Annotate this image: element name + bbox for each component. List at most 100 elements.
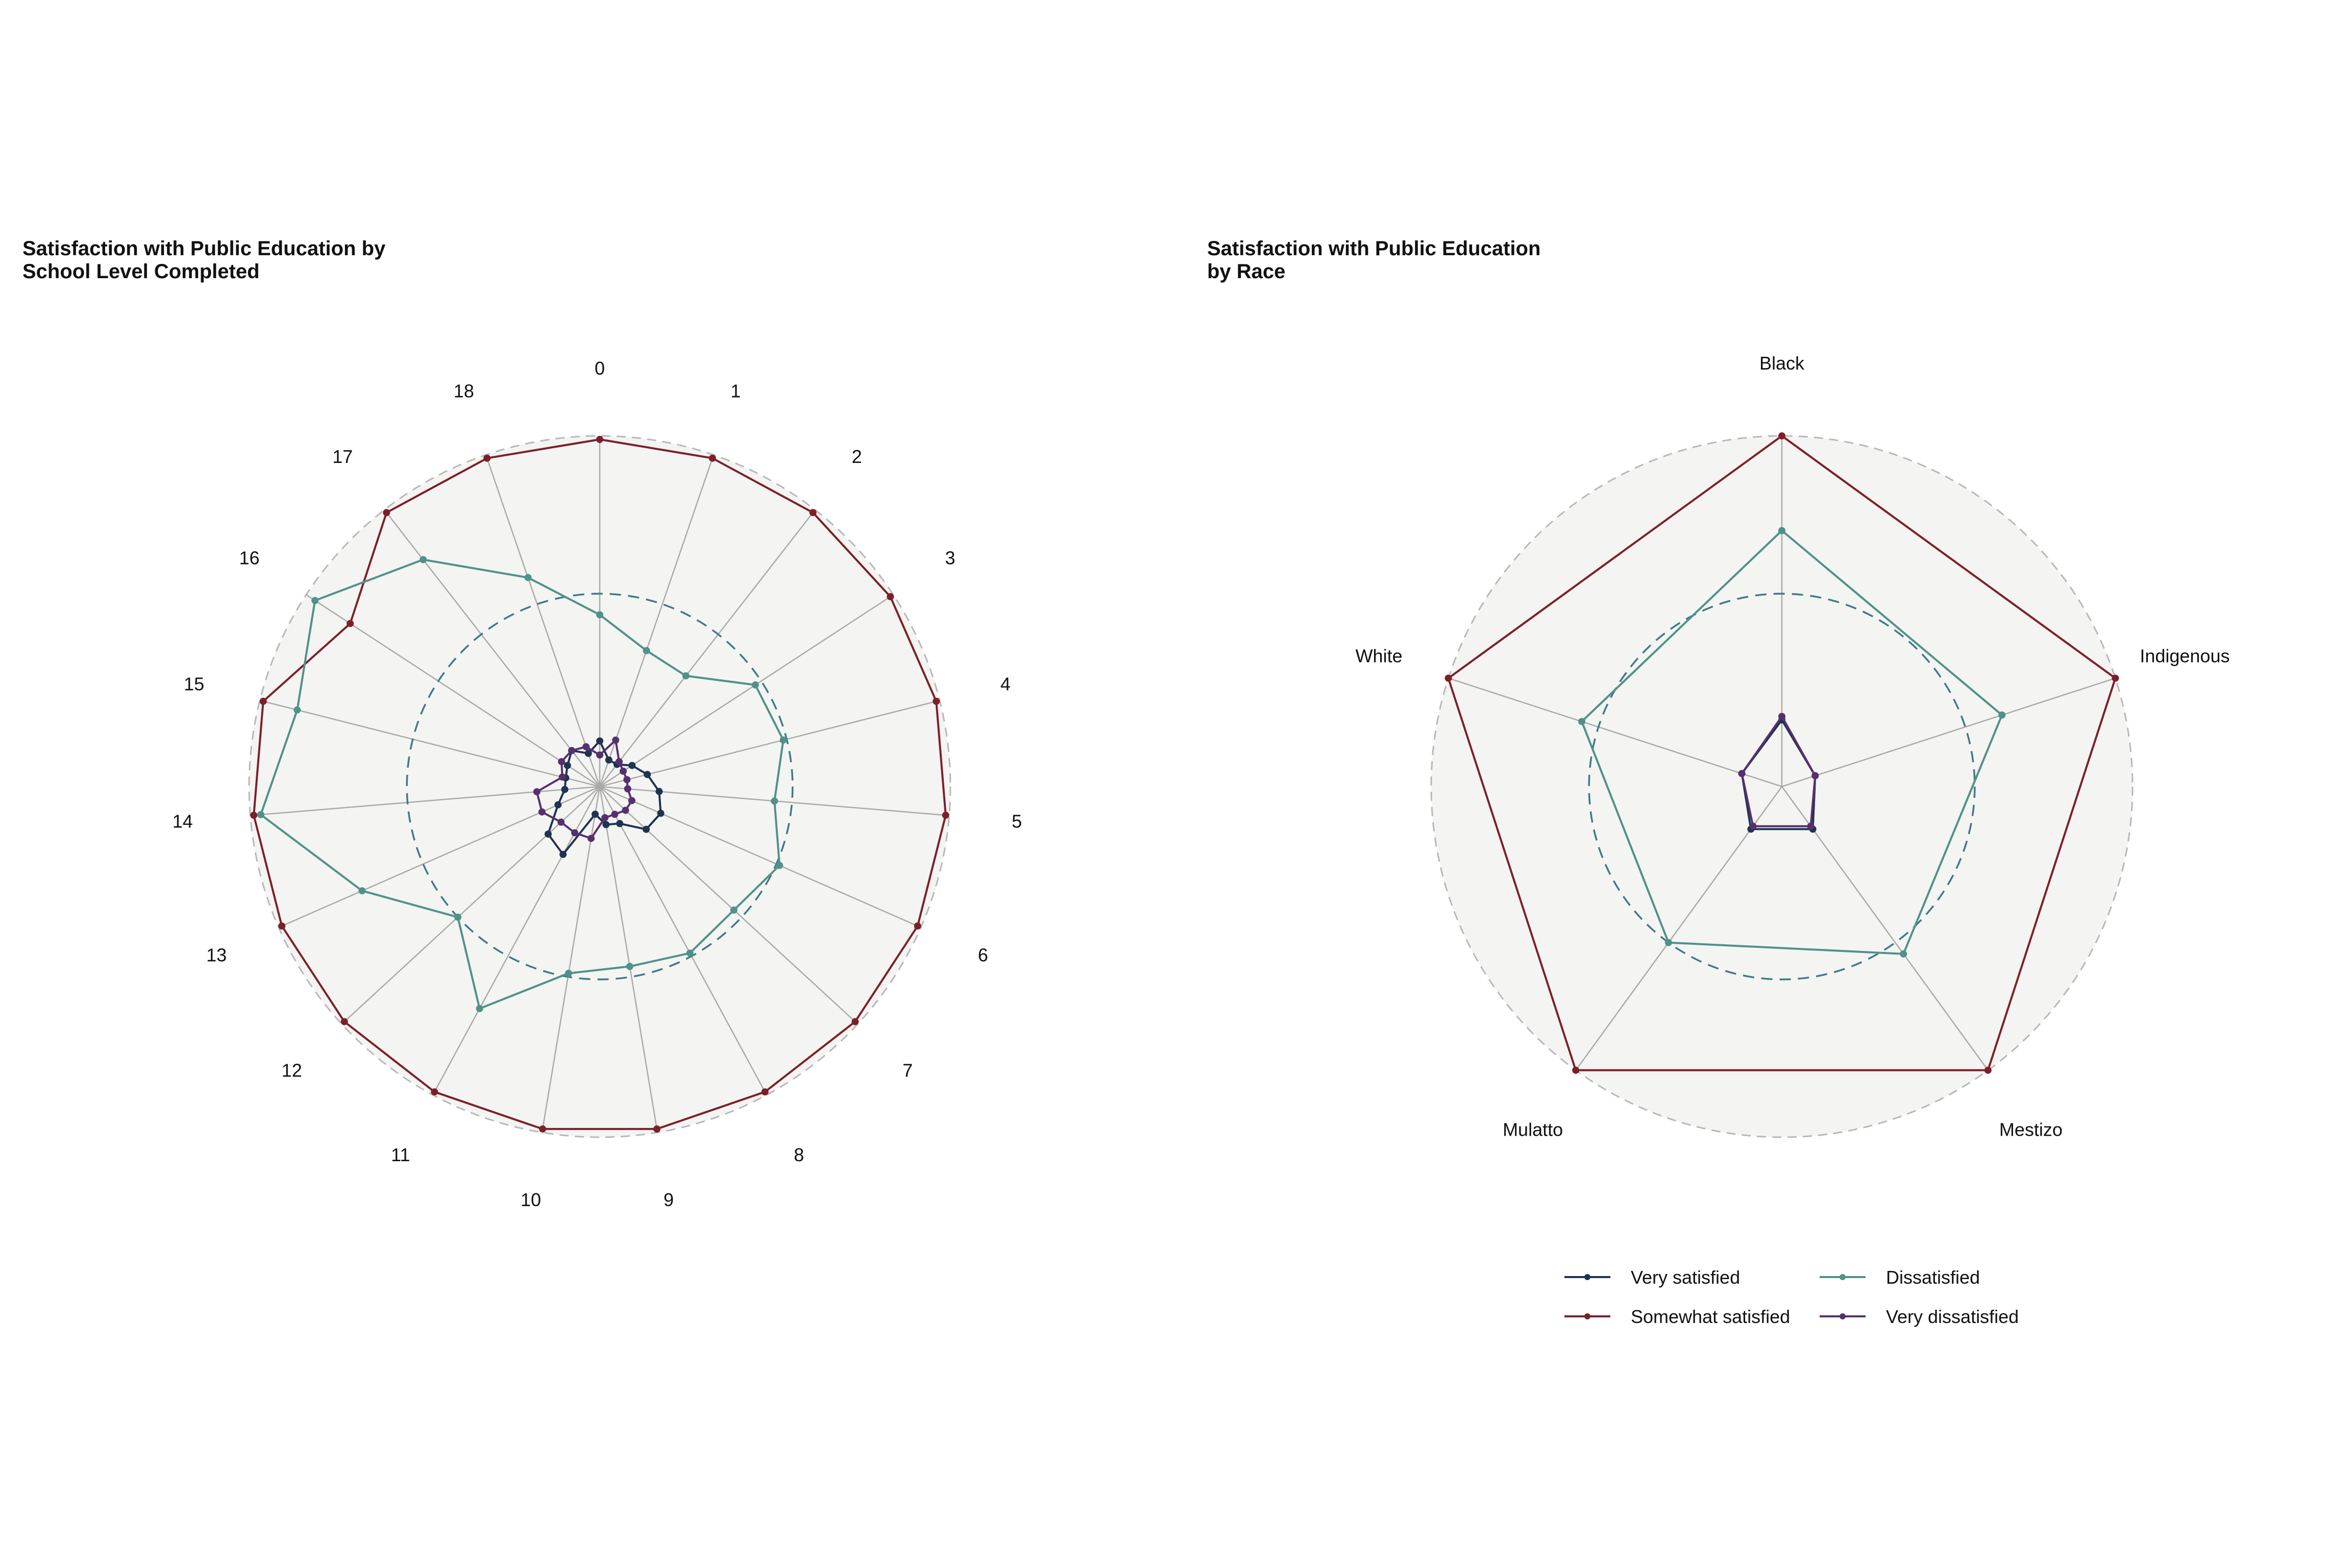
point-very-dissatisfied-3 [620,768,627,775]
point-very-satisfied-4 [644,771,651,778]
legend-label-dissatisfied: Dissatisfied [1886,1267,1980,1288]
point-somewhat-satisfied-white [1445,675,1452,682]
point-dissatisfied-indigenous [1998,712,2005,719]
axis-label-3: 3 [945,548,955,569]
chart-2-title-line-2: by Race [1207,260,1285,283]
point-somewhat-satisfied-6 [914,922,921,929]
point-dissatisfied-2 [682,672,690,679]
axis-label-15: 15 [184,674,204,695]
point-somewhat-satisfied-4 [933,698,940,705]
point-dissatisfied-6 [776,862,783,869]
point-very-dissatisfied-1 [612,737,619,744]
point-dissatisfied-14 [257,811,264,818]
point-somewhat-satisfied-16 [347,620,354,627]
point-very-dissatisfied-9 [601,814,608,821]
point-dissatisfied-5 [771,797,778,804]
point-somewhat-satisfied-12 [341,1018,348,1025]
point-very-satisfied-18 [585,750,592,757]
legend-marker-somewhat-satisfied [1584,1313,1590,1319]
point-somewhat-satisfied-3 [887,593,894,600]
axis-label-18: 18 [454,380,474,401]
point-dissatisfied-12 [454,914,461,921]
point-very-dissatisfied-11 [571,829,578,837]
point-very-satisfied-1 [605,756,612,764]
point-dissatisfied-1 [643,647,650,654]
point-dissatisfied-4 [780,737,787,744]
point-somewhat-satisfied-5 [942,812,949,819]
point-very-dissatisfied-15 [559,773,566,780]
point-very-satisfied-5 [655,788,663,795]
point-very-satisfied-13 [554,801,561,808]
point-dissatisfied-3 [752,681,759,689]
point-dissatisfied-10 [565,970,572,977]
legend-marker-very-dissatisfied [1840,1313,1846,1319]
point-very-satisfied-11 [559,851,567,858]
axis-label-7: 7 [902,1060,913,1081]
axis-label-10: 10 [521,1189,541,1210]
chart-1-title-line-2: School Level Completed [22,260,260,283]
point-dissatisfied-16 [311,597,318,604]
axis-label-17: 17 [332,446,353,467]
point-dissatisfied-13 [358,887,365,894]
axis-label-white: White [1356,646,1403,667]
point-very-dissatisfied-mestizo [1807,823,1815,830]
point-very-dissatisfied-5 [624,786,631,793]
legend-label-very-satisfied: Very satisfied [1631,1267,1740,1288]
point-dissatisfied-17 [420,556,427,563]
point-dissatisfied-18 [525,574,532,581]
point-very-dissatisfied-indigenous [1811,772,1819,779]
point-very-dissatisfied-16 [558,758,565,765]
point-somewhat-satisfied-black [1778,432,1785,439]
point-dissatisfied-black [1778,527,1785,534]
axis-label-12: 12 [282,1060,302,1081]
axis-label-14: 14 [173,811,193,832]
point-very-satisfied-7 [643,826,650,833]
point-somewhat-satisfied-8 [762,1088,769,1095]
point-very-dissatisfied-2 [616,758,623,765]
point-very-dissatisfied-0 [596,751,603,758]
point-very-dissatisfied-4 [623,776,630,783]
point-very-dissatisfied-17 [568,747,575,754]
point-dissatisfied-7 [730,906,738,914]
axis-label-mulatto: Mulatto [1503,1119,1563,1140]
point-very-satisfied-16 [564,762,571,769]
point-very-satisfied-3 [628,762,635,769]
axis-label-13: 13 [206,944,227,965]
axis-label-8: 8 [794,1144,804,1165]
point-somewhat-satisfied-15 [260,698,267,705]
point-somewhat-satisfied-2 [810,509,817,516]
legend-marker-dissatisfied [1840,1274,1846,1280]
axis-label-16: 16 [239,548,259,569]
point-very-dissatisfied-10 [587,835,595,842]
axis-label-indigenous: Indigenous [2140,646,2230,667]
point-somewhat-satisfied-1 [709,455,716,462]
point-very-satisfied-12 [545,830,552,838]
point-somewhat-satisfied-7 [851,1018,859,1025]
point-very-dissatisfied-13 [538,808,546,816]
legend-label-somewhat-satisfied: Somewhat satisfied [1631,1306,1790,1327]
point-very-satisfied-0 [596,738,603,745]
point-dissatisfied-15 [293,706,301,714]
point-dissatisfied-0 [596,611,603,618]
point-very-satisfied-9 [602,821,609,828]
point-dissatisfied-11 [476,1005,483,1012]
chart-1-title-line-1: Satisfaction with Public Education by [22,237,386,260]
point-dissatisfied-mulatto [1665,939,1672,946]
point-dissatisfied-8 [687,949,694,957]
axis-label-0: 0 [595,358,605,379]
point-very-dissatisfied-black [1778,713,1785,720]
point-dissatisfied-9 [626,963,633,970]
point-somewhat-satisfied-10 [539,1125,546,1133]
point-somewhat-satisfied-18 [483,455,491,462]
point-somewhat-satisfied-indigenous [2112,675,2119,682]
point-very-dissatisfied-6 [628,797,635,804]
point-very-satisfied-10 [592,811,599,818]
point-very-dissatisfied-8 [611,811,618,818]
legend-marker-very-satisfied [1584,1274,1590,1280]
point-very-satisfied-6 [657,810,665,817]
point-dissatisfied-mestizo [1900,950,1907,958]
axis-label-9: 9 [664,1189,674,1210]
point-somewhat-satisfied-14 [250,812,257,819]
point-very-dissatisfied-white [1738,770,1746,777]
point-somewhat-satisfied-11 [431,1088,438,1095]
